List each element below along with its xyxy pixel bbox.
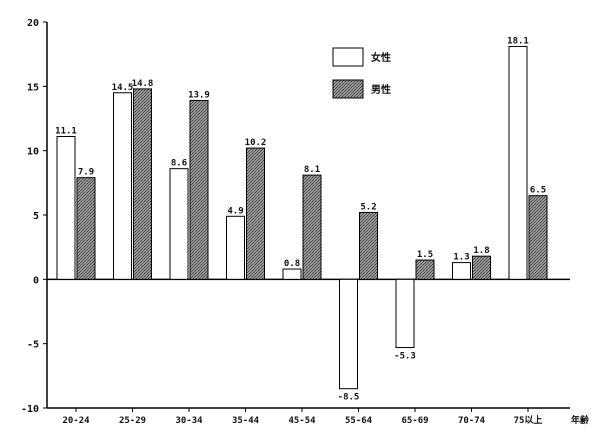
data-label-male: 1.5 [417, 250, 433, 260]
data-label-male: 5.2 [360, 202, 376, 212]
x-tick-label: 45-54 [288, 416, 316, 426]
bar-female [339, 278, 358, 390]
data-label-male: 14.8 [132, 79, 154, 89]
bar-female [452, 262, 471, 280]
data-label-female: 0.8 [284, 259, 300, 269]
bar-female [508, 45, 528, 280]
x-tick-label: 70-74 [458, 416, 486, 426]
x-tick-label: 35-44 [232, 416, 260, 426]
data-label-female: 8.6 [171, 159, 187, 169]
bar-female [169, 168, 189, 280]
y-tick-label: 20 [27, 18, 39, 29]
data-label-female: 11.1 [55, 127, 77, 137]
data-label-female: 18.1 [507, 36, 529, 46]
data-label-female: -8.5 [338, 393, 360, 403]
data-label-male: 1.8 [473, 246, 489, 256]
bar-male [246, 147, 265, 280]
y-tick-label: 10 [27, 147, 39, 158]
data-label-female: 14.5 [112, 83, 134, 93]
bar-female [282, 268, 302, 280]
y-tick-label: -10 [21, 404, 39, 415]
y-tick-label: 0 [33, 275, 39, 286]
bar-male [359, 211, 378, 280]
data-label-female: -5.3 [394, 352, 416, 362]
legend-label-male: 男性 [371, 83, 391, 96]
x-axis-title: 年齢 [571, 414, 590, 426]
data-label-female: 4.9 [227, 206, 243, 216]
data-label-male: 6.5 [530, 186, 546, 196]
bar-male [528, 195, 548, 280]
y-tick-label: -5 [27, 340, 39, 351]
data-label-male: 7.9 [78, 168, 94, 178]
bar-male [415, 259, 435, 280]
y-tick-label: 5 [33, 211, 39, 222]
bar-male [189, 99, 209, 280]
bar-female [226, 215, 245, 280]
x-tick-label: 65-69 [401, 416, 428, 426]
bar-male [472, 255, 491, 280]
data-label-male: 10.2 [245, 138, 267, 148]
bar-male [133, 88, 152, 280]
data-label-male: 8.1 [304, 165, 320, 175]
bar-male [76, 177, 96, 280]
data-label-female: 1.3 [453, 253, 469, 263]
bar-male [302, 174, 322, 280]
legend-swatch-female [332, 47, 364, 67]
x-tick-label: 25-29 [119, 416, 146, 426]
x-tick-label: 55-64 [345, 416, 373, 426]
legend-swatch-male [332, 79, 364, 99]
bar-female [56, 136, 76, 280]
x-tick-label: 75以上 [514, 414, 543, 426]
bar-female [395, 278, 415, 349]
x-tick-label: 20-24 [62, 416, 90, 426]
data-label-male: 13.9 [188, 90, 210, 100]
x-tick-label: 30-34 [175, 416, 203, 426]
y-tick-label: 15 [27, 82, 39, 93]
legend-label-female: 女性 [371, 51, 391, 64]
bar-female [113, 92, 132, 280]
